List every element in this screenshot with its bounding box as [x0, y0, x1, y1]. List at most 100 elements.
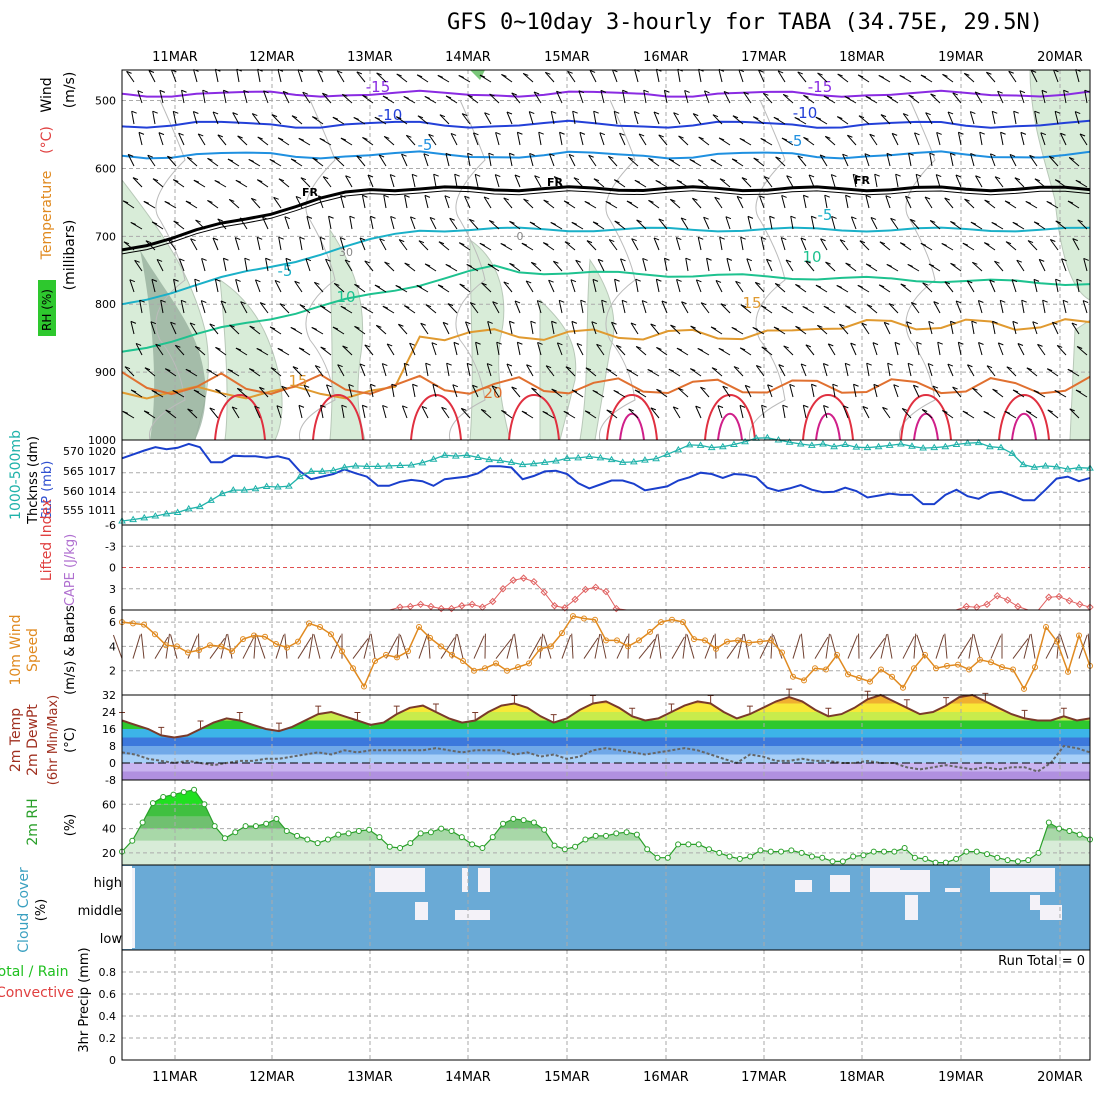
- date-label-bottom: 13MAR: [347, 1070, 393, 1085]
- rh2m-marker: [655, 855, 660, 860]
- surface-wind-barb: [991, 636, 1001, 659]
- wind10m-axis-label: 10m Wind: [8, 614, 24, 685]
- wind-barbs-axis-label: (m/s) & Barbs: [63, 605, 78, 695]
- rh2m-marker: [490, 835, 495, 840]
- rh2m-marker: [634, 832, 639, 837]
- rh2m-unit-label: (%): [63, 814, 78, 837]
- rh2m-marker: [305, 837, 310, 842]
- rh2m-marker: [140, 820, 145, 825]
- date-label-top: 15MAR: [544, 50, 590, 65]
- rh2m-marker: [748, 854, 753, 859]
- rh2m-marker: [212, 824, 217, 829]
- wind-speed-line: [122, 616, 1090, 689]
- contour-label: -10: [793, 104, 818, 122]
- rh2m-marker: [768, 849, 773, 854]
- clear-sky-gap: [870, 868, 900, 892]
- clear-sky-gap: [462, 868, 468, 892]
- rh2m-marker: [954, 856, 959, 861]
- cloud-unit-label: (%): [34, 899, 49, 922]
- clear-sky-gap: [990, 868, 1055, 892]
- rh2m-marker: [1005, 858, 1010, 863]
- rh2m-marker: [315, 841, 320, 846]
- rh2m-marker: [449, 829, 454, 834]
- panel-frame: [122, 610, 1090, 695]
- rh2m-marker: [892, 849, 897, 854]
- date-label-bottom: 20MAR: [1037, 1070, 1083, 1085]
- rh2m-marker: [737, 856, 742, 861]
- contour-label: 30: [339, 246, 353, 259]
- lifted-index-tick-label: 6: [109, 604, 116, 617]
- rh2m-marker: [799, 850, 804, 855]
- pressure-axis-label: (millibars): [62, 220, 78, 291]
- rh-axis-label: RH (%): [40, 289, 54, 331]
- rh2m-marker: [871, 849, 876, 854]
- date-label-bottom: 19MAR: [938, 1070, 984, 1085]
- rh2m-marker: [861, 853, 866, 858]
- rh2m-marker: [676, 842, 681, 847]
- clear-sky-gap: [1030, 895, 1040, 910]
- convective-label: Convective: [0, 985, 74, 1001]
- contour-label: -5: [818, 206, 833, 224]
- thickness-tick-label: 570: [63, 445, 84, 458]
- rh2m-marker: [531, 820, 536, 825]
- rh2m-marker: [171, 792, 176, 797]
- rh2m-marker: [830, 859, 835, 864]
- rh2m-marker: [593, 833, 598, 838]
- clear-sky-gap: [395, 868, 425, 878]
- cloud-level-label: low: [100, 932, 123, 947]
- temp-axis-label: 2m Temp: [8, 708, 24, 772]
- precip-tick-label: 0.6: [99, 988, 117, 1001]
- wind-speed-axis-label: Speed: [25, 628, 41, 672]
- temp-band: [122, 704, 1090, 713]
- rh2m-marker: [181, 790, 186, 795]
- rh2m-marker: [325, 837, 330, 842]
- temp-tick-label: 0: [109, 757, 116, 770]
- rh2m-marker: [820, 855, 825, 860]
- clear-sky-gap: [478, 868, 490, 892]
- rh2m-marker: [418, 831, 423, 836]
- rh-band: [122, 780, 1090, 804]
- date-label-top: 20MAR: [1037, 50, 1083, 65]
- rh2m-marker: [923, 856, 928, 861]
- temperature-axis-label: Temperature: [39, 171, 55, 261]
- precip-tick-label: 0: [109, 1054, 116, 1067]
- slp-tick-label: 1014: [88, 485, 116, 498]
- clear-sky-gap: [455, 910, 490, 920]
- rh2m-marker: [521, 818, 526, 823]
- panel-frame: [122, 950, 1090, 1060]
- contour-label: 0: [517, 230, 524, 243]
- rh2m-marker: [439, 826, 444, 831]
- rh2m-marker: [192, 787, 197, 792]
- temp-unit-label: (°C): [63, 727, 78, 753]
- contour-label: -15: [366, 78, 391, 96]
- rh2m-marker: [264, 821, 269, 826]
- total-rain-label: Total / Rain: [0, 964, 69, 980]
- date-label-bottom: 15MAR: [544, 1070, 590, 1085]
- rh2m-marker: [562, 847, 567, 852]
- date-label-top: 17MAR: [741, 50, 787, 65]
- surface-wind-barb: [572, 634, 573, 659]
- date-label-bottom: 12MAR: [249, 1070, 295, 1085]
- thickness-tick-label: 555: [63, 504, 84, 517]
- slp-tick-label: 1017: [88, 465, 116, 478]
- lifted-index-tick-label: 3: [109, 583, 116, 596]
- pressure-tick-label: 600: [95, 162, 116, 175]
- contour-label: -15: [808, 78, 833, 96]
- lifted-index-axis-label: Lifted Index: [39, 499, 55, 581]
- rh2m-marker: [243, 824, 248, 829]
- temp-bands: [122, 695, 1090, 780]
- date-label-top: 18MAR: [839, 50, 885, 65]
- date-label-bottom: 14MAR: [445, 1070, 491, 1085]
- clear-sky-gap: [945, 888, 960, 892]
- rh2m-marker: [583, 837, 588, 842]
- chart-title: GFS 0~10day 3-hourly for TABA (34.75E, 2…: [447, 10, 1043, 35]
- rh2m-marker: [398, 846, 403, 851]
- rh-band: [122, 804, 1090, 816]
- rh2m-marker: [222, 836, 227, 841]
- rh2m-marker: [459, 835, 464, 840]
- temp-band: [122, 738, 1090, 747]
- rh2m-marker: [408, 841, 413, 846]
- lifted-index-tick-label: 0: [109, 562, 116, 575]
- precip-tick-label: 0.8: [99, 966, 117, 979]
- contour-label: FR: [302, 186, 319, 199]
